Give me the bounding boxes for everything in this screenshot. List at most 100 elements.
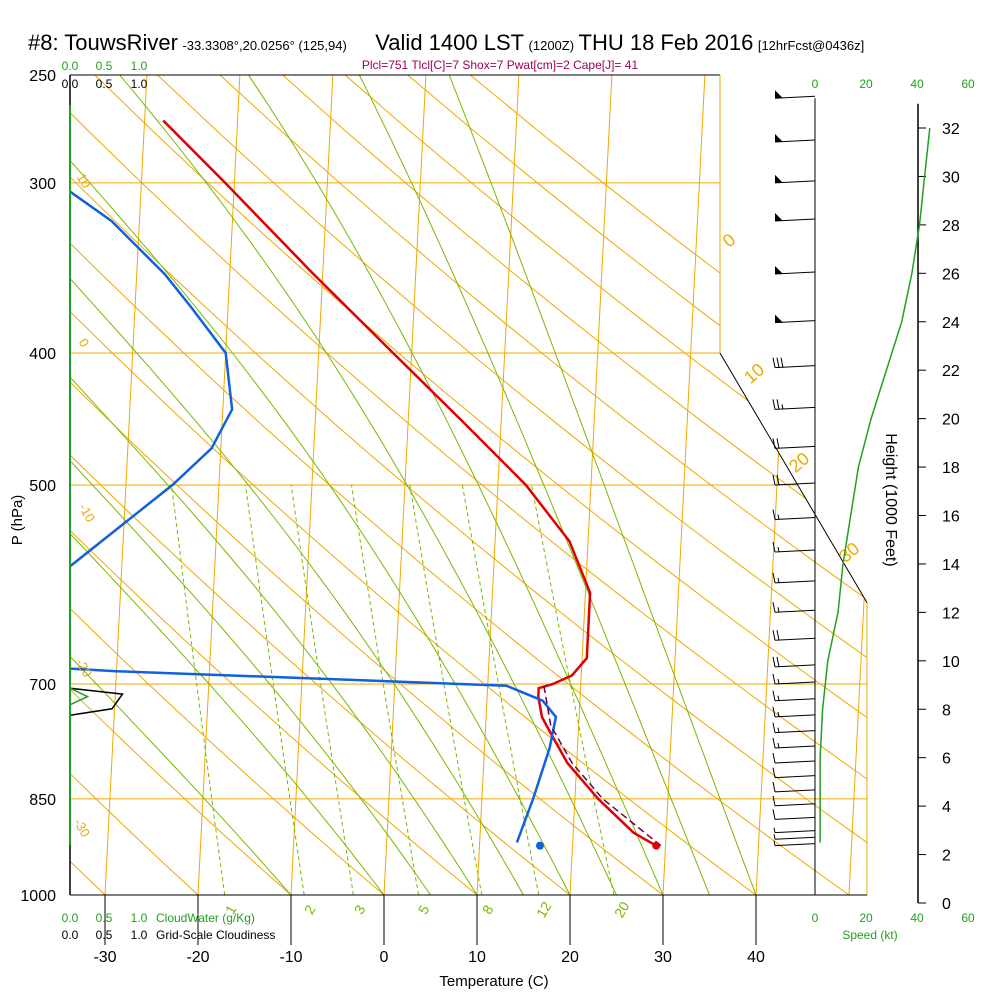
wind-barb-half-flag xyxy=(777,742,780,749)
wind-barb xyxy=(773,840,816,847)
wind-barb-flag xyxy=(772,630,776,641)
wind-barb-half-flag xyxy=(777,514,780,520)
wind-barb-half-flag xyxy=(777,727,780,733)
wind-barb-half-flag xyxy=(777,711,780,717)
pressure-tick-label: 400 xyxy=(29,346,56,363)
moist-adiabat xyxy=(448,75,757,895)
wind-barb-half-flag xyxy=(773,834,776,840)
mixing-ratio-line xyxy=(461,484,540,895)
temperature-tick-label: 0 xyxy=(380,949,389,966)
isotherm-label: -20 xyxy=(73,656,95,680)
wind-barb-shaft xyxy=(774,714,816,718)
mixing-ratio-label: 3 xyxy=(351,902,369,917)
height-axis-label: Height (1000 Feet) xyxy=(882,433,899,566)
cloud-water-bottom-tick: 0.0 xyxy=(62,911,79,925)
dry-adiabat xyxy=(70,75,850,895)
speed-label: Speed (kt) xyxy=(842,928,897,942)
isotherm-label: -30 xyxy=(71,816,93,840)
wind-barb-flag xyxy=(772,737,776,749)
height-tick-label: 14 xyxy=(942,557,960,574)
wind-barb-flag xyxy=(772,795,776,806)
wind-barb-flag xyxy=(772,399,776,410)
isotherm-label: 0 xyxy=(76,336,93,350)
x-axis-label: Temperature (C) xyxy=(439,973,548,990)
height-tick-label: 26 xyxy=(942,266,960,283)
wind-barb xyxy=(772,673,816,685)
wind-barb-flag xyxy=(776,630,780,641)
wind-barb-flag xyxy=(772,357,776,368)
wind-barb xyxy=(772,752,816,764)
wind-barb xyxy=(772,357,816,369)
wind-barb-pennant xyxy=(775,213,783,222)
height-tick-label: 22 xyxy=(942,363,960,380)
wind-barb xyxy=(772,602,816,613)
dry-adiabat xyxy=(70,75,757,895)
wind-barb xyxy=(773,827,816,834)
temperature-tick-label: 30 xyxy=(654,949,672,966)
wind-barb-flag xyxy=(772,781,776,792)
isotherm-line xyxy=(942,75,984,895)
pressure-tick-label: 500 xyxy=(29,478,56,495)
cloud-water-bottom-tick: 0.5 xyxy=(96,911,113,925)
pressure-tick-label: 300 xyxy=(29,176,56,193)
wind-barb-shaft xyxy=(774,830,816,834)
wind-barb xyxy=(772,572,816,584)
height-tick-label: 8 xyxy=(942,702,951,719)
height-tick-label: 16 xyxy=(942,509,960,526)
moist-adiabat xyxy=(119,75,617,895)
height-tick-label: 4 xyxy=(942,799,951,816)
wind-barb xyxy=(772,438,816,449)
temperature-tick-label: -10 xyxy=(279,949,302,966)
wind-barb-flag xyxy=(776,656,780,667)
wind-barb-flag xyxy=(772,438,776,449)
dry-adiabat xyxy=(70,75,867,895)
wind-barb-shaft xyxy=(774,698,816,702)
height-tick-label: 10 xyxy=(942,654,960,671)
wind-barb xyxy=(774,213,816,222)
valid-date: THU 18 Feb 2016 xyxy=(578,30,754,55)
wind-barb-shaft xyxy=(774,406,816,410)
plot-frame-diagonal xyxy=(719,352,868,603)
wind-barb-flag xyxy=(772,706,776,717)
isotherm-line xyxy=(197,75,241,895)
station-coords: -33.3308°,20.0256° (125,94) xyxy=(182,38,347,53)
wind-barb-shaft xyxy=(774,816,816,820)
cloud-water-line xyxy=(69,687,90,706)
wind-barb-shaft xyxy=(774,637,816,641)
pressure-tick-label: 850 xyxy=(29,792,56,809)
wind-barb-half-flag xyxy=(777,607,780,613)
y-axis-label: P (hPa) xyxy=(9,495,26,546)
wind-barb xyxy=(772,509,816,520)
wind-barb-shaft xyxy=(774,664,816,668)
cloudiness-label: Grid-Scale Cloudiness xyxy=(156,928,275,942)
dry-adiabat xyxy=(282,75,867,895)
dry-adiabat xyxy=(70,75,867,895)
mixing-ratio-label: 20 xyxy=(611,899,633,921)
wind-barb xyxy=(772,656,816,668)
wind-barb-flag xyxy=(780,357,784,368)
wind-barb-flag xyxy=(772,656,776,667)
wind-barb-flag xyxy=(772,673,776,685)
height-tick-label: 20 xyxy=(942,412,960,429)
dry-adiabat-label: 20 xyxy=(785,448,813,476)
wind-barb-pennant xyxy=(775,134,783,143)
wind-barb xyxy=(772,399,816,410)
cloud-water-bottom-tick: 1.0 xyxy=(131,911,148,925)
wind-barb xyxy=(774,266,816,275)
cloud-water-top-tick: 0.0 xyxy=(62,59,79,73)
wind-barb-shaft xyxy=(774,482,816,486)
wind-barb-flag xyxy=(772,809,776,820)
sounding-params: Plcl=751 Tlcl[C]=7 Shox=7 Pwat[cm]=2 Cap… xyxy=(361,58,639,72)
mixing-ratio-line xyxy=(531,484,615,895)
wind-barb-half-flag xyxy=(773,840,776,846)
wind-barb-shaft xyxy=(774,745,816,749)
dry-adiabat xyxy=(70,75,292,895)
wind-barb-half-flag xyxy=(773,827,776,833)
wind-barb-flag xyxy=(772,541,776,553)
height-tick-label: 6 xyxy=(942,751,951,768)
speed-profile-line xyxy=(819,127,931,843)
speed-top-tick: 60 xyxy=(961,77,975,91)
dry-adiabat xyxy=(0,75,12,895)
speed-bottom-tick: 60 xyxy=(961,911,975,925)
speed-top-tick: 40 xyxy=(910,77,924,91)
